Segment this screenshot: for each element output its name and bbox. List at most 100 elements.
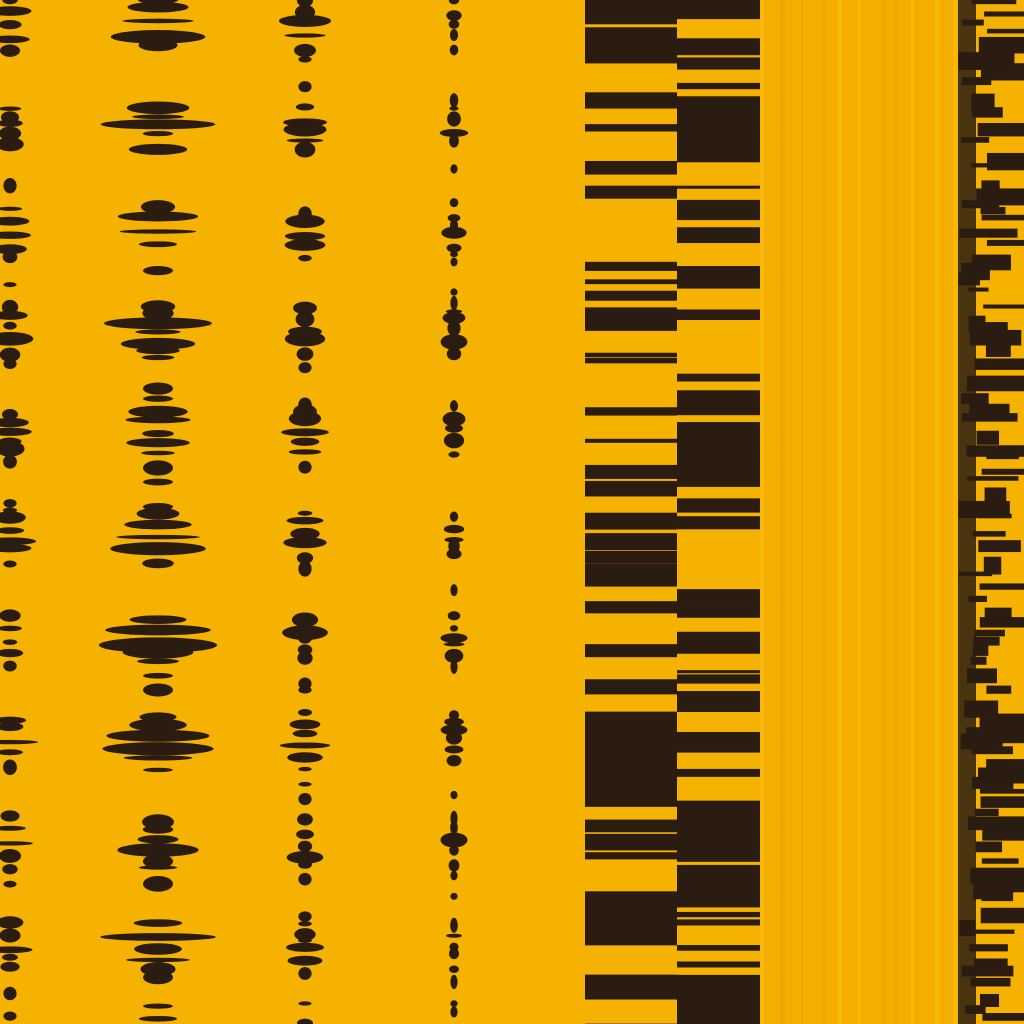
blob [449, 625, 459, 632]
blob [126, 957, 190, 963]
block [677, 441, 760, 461]
blob [3, 321, 17, 330]
blob [284, 33, 326, 38]
edge-block [967, 816, 1024, 831]
blob [128, 405, 188, 418]
edge-block [987, 152, 1024, 171]
edge-block [966, 445, 1024, 457]
edge-block [974, 808, 999, 817]
block [677, 468, 760, 487]
blob [3, 498, 17, 508]
blob [282, 625, 328, 641]
blob [286, 851, 324, 864]
blob [3, 759, 17, 775]
blob [297, 651, 313, 665]
blob [290, 527, 320, 540]
blob [448, 859, 460, 872]
stripe [881, 0, 886, 1024]
block [585, 533, 677, 550]
blob [0, 126, 22, 141]
block [677, 390, 760, 416]
blob [3, 880, 17, 888]
blob [296, 0, 314, 8]
blob [284, 331, 326, 347]
edge-block [976, 430, 1000, 445]
edge-block [961, 200, 1000, 209]
blob [137, 658, 179, 665]
edge-block [974, 629, 1005, 637]
blob [129, 718, 187, 732]
stripe [838, 0, 843, 1024]
block [585, 905, 677, 926]
blob [446, 243, 462, 253]
blob [0, 739, 39, 745]
blob [443, 524, 465, 534]
blob [0, 19, 22, 30]
block [677, 373, 760, 382]
edge-block [972, 776, 1014, 789]
block [585, 261, 677, 271]
edge-block [980, 796, 1024, 808]
block [585, 819, 677, 833]
blob [0, 537, 37, 546]
blob [3, 282, 17, 288]
blob [123, 755, 193, 761]
block [585, 852, 677, 860]
blob [450, 295, 458, 311]
blob [285, 214, 325, 229]
edge-block [986, 454, 1019, 460]
blob [446, 347, 462, 361]
stripe [953, 0, 958, 1024]
block [585, 464, 677, 479]
edge-block [987, 28, 1024, 34]
blob [142, 814, 174, 830]
blob [105, 624, 211, 636]
edge-block [972, 643, 989, 656]
edge-block [978, 36, 1024, 54]
block [585, 516, 677, 526]
blob [446, 548, 462, 560]
edge-block [984, 11, 1024, 17]
blob [449, 845, 459, 856]
blob [449, 198, 459, 208]
blob [120, 337, 196, 350]
blob [138, 39, 178, 52]
blob [288, 411, 322, 427]
edge-block [974, 358, 1024, 370]
block [585, 279, 677, 285]
stripe [801, 0, 804, 1024]
edge-column [958, 0, 976, 1024]
blob [122, 646, 194, 659]
block [585, 733, 677, 753]
blob [127, 1, 189, 13]
blob [279, 742, 331, 749]
blob [440, 334, 468, 350]
block [677, 57, 760, 70]
blob [450, 917, 458, 933]
block [585, 783, 677, 807]
block [677, 498, 760, 513]
blob [443, 432, 465, 449]
blob [0, 825, 26, 831]
edge-block [961, 77, 992, 86]
blob [0, 427, 32, 436]
block [677, 674, 760, 684]
blob [0, 44, 21, 57]
blob [450, 257, 458, 267]
blob [0, 231, 32, 239]
edge-block [977, 123, 1024, 137]
blob [449, 106, 459, 111]
blob [450, 820, 458, 835]
blob [0, 310, 28, 320]
blob [143, 460, 173, 476]
block [585, 718, 677, 723]
blob [295, 103, 315, 111]
blob [446, 10, 462, 21]
stripe [858, 0, 861, 1024]
blob [132, 114, 184, 120]
block [585, 842, 677, 851]
blob [0, 848, 22, 863]
blob [298, 766, 312, 772]
edge-block [969, 944, 1008, 952]
blob [447, 111, 461, 127]
